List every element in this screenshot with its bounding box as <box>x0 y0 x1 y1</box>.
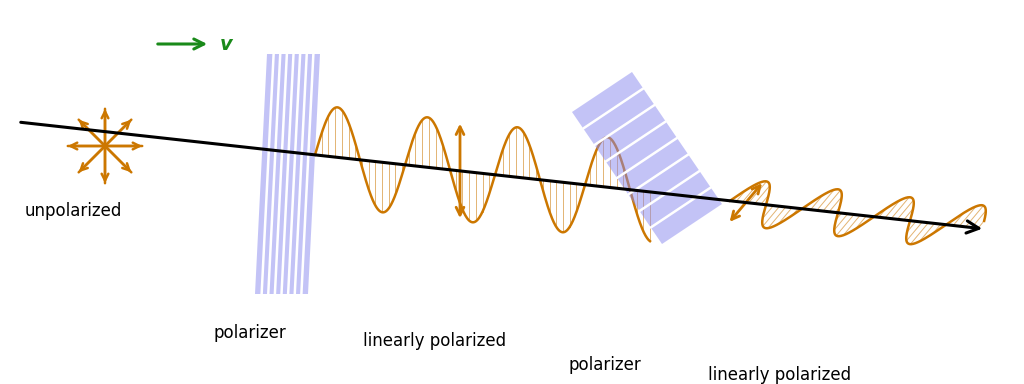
Text: linearly polarized: linearly polarized <box>364 332 507 350</box>
Text: polarizer: polarizer <box>568 356 641 374</box>
Polygon shape <box>572 72 722 244</box>
Text: linearly polarized: linearly polarized <box>709 366 852 384</box>
Text: unpolarized: unpolarized <box>25 202 123 220</box>
Text: v: v <box>220 35 232 53</box>
Text: polarizer: polarizer <box>214 324 287 342</box>
Polygon shape <box>255 54 319 294</box>
